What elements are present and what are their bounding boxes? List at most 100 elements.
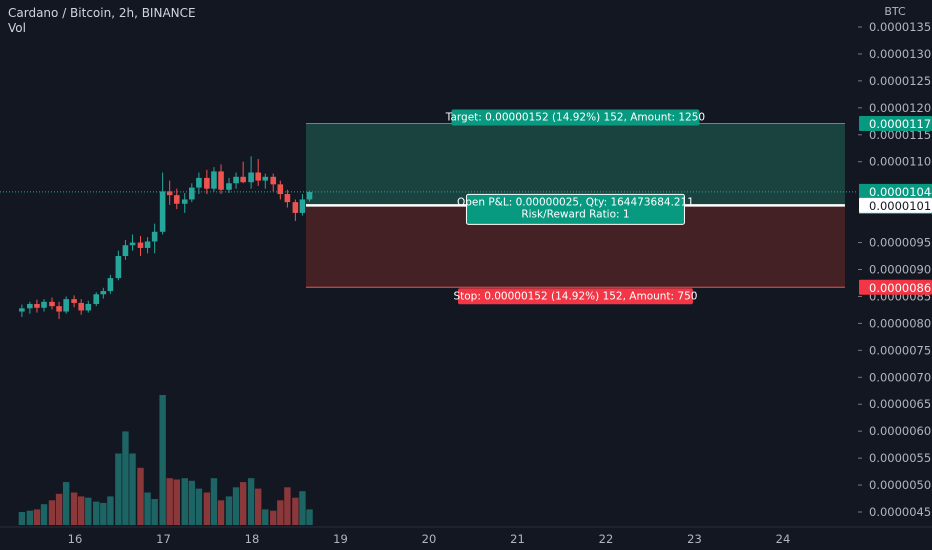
candle-body bbox=[78, 302, 84, 311]
target-price-marker-bg bbox=[859, 115, 932, 131]
entry-price-marker-text: 0.00001019 bbox=[869, 199, 932, 213]
stop-price-marker-text: 0.00000867 bbox=[869, 281, 932, 295]
candle-body bbox=[144, 241, 151, 248]
candle-body bbox=[284, 194, 291, 203]
volume-bar bbox=[195, 488, 203, 525]
stop-label-box bbox=[457, 288, 693, 305]
position-tool[interactable] bbox=[305, 122, 845, 288]
volume-bar bbox=[100, 502, 107, 525]
candle-body bbox=[204, 177, 210, 189]
price-tick-label: 0.00000950 bbox=[869, 236, 932, 250]
price-axis[interactable]: BTC 0.00001350 0.00001300 0.00001250 0.00001… bbox=[858, 0, 932, 550]
candle-body bbox=[211, 171, 217, 189]
volume-bar bbox=[26, 510, 34, 525]
price-tick-label: 0.00001300 bbox=[869, 47, 932, 61]
volume-bar bbox=[232, 487, 240, 525]
volume-bar bbox=[151, 499, 158, 525]
time-tick-label: 22 bbox=[599, 532, 614, 546]
volume-legend[interactable]: Vol bbox=[8, 21, 26, 35]
candle-body bbox=[306, 191, 313, 200]
price-tick-label: 0.00000450 bbox=[869, 505, 932, 519]
candle-body bbox=[63, 299, 69, 312]
time-tick-label: 20 bbox=[422, 532, 437, 546]
candle-body bbox=[166, 191, 173, 196]
candle-body bbox=[181, 199, 188, 204]
volume-bar bbox=[262, 509, 269, 525]
volume-bar bbox=[247, 478, 255, 525]
candle-body bbox=[240, 176, 246, 183]
candle-body bbox=[41, 301, 47, 308]
candle-body bbox=[100, 291, 107, 295]
candle-body bbox=[71, 299, 77, 303]
volume-bar bbox=[40, 504, 48, 525]
target-label-text: Target: 0.00000152 (14.92%) 152, Amount:… bbox=[445, 111, 705, 123]
candle-body bbox=[34, 303, 40, 308]
volume-bar bbox=[144, 492, 151, 525]
price-tick-label: 0.00001200 bbox=[869, 101, 932, 115]
stop-label-text: Stop: 0.00000152 (14.92%) 152, Amount: 7… bbox=[453, 290, 697, 302]
target-zone bbox=[305, 123, 845, 206]
volume-bar bbox=[203, 492, 211, 525]
volume-bar bbox=[93, 501, 100, 525]
time-tick-label: 17 bbox=[156, 532, 171, 546]
candle-body bbox=[85, 303, 92, 311]
candle-body bbox=[262, 176, 269, 181]
time-tick-label: 24 bbox=[776, 532, 791, 546]
candle-body bbox=[56, 306, 62, 312]
volume-bar bbox=[239, 482, 247, 525]
candle-body bbox=[159, 191, 166, 232]
candle-body bbox=[93, 294, 100, 304]
currency-label: BTC bbox=[884, 5, 906, 18]
candle-body bbox=[189, 187, 195, 200]
volume-bar bbox=[270, 510, 277, 525]
current-price-marker-text: 0.00001044 bbox=[869, 185, 932, 199]
volume-bar bbox=[85, 497, 92, 525]
candle-body bbox=[277, 184, 284, 195]
time-tick-label: 21 bbox=[510, 532, 525, 546]
candle-body bbox=[299, 199, 306, 213]
price-axis-bg bbox=[858, 0, 932, 550]
time-tick-label: 18 bbox=[245, 532, 260, 546]
stop-price-marker-bg bbox=[859, 279, 932, 295]
volume-bar bbox=[129, 453, 136, 525]
price-tick-label: 0.00001150 bbox=[869, 128, 932, 142]
candle-body bbox=[107, 278, 114, 292]
pnl-label-text: Open P&L: 0.00000025, Qty: 164473684.211 bbox=[457, 196, 694, 208]
volume-bar bbox=[159, 395, 166, 525]
price-tick-label: 0.00000500 bbox=[869, 478, 932, 492]
volume-bar bbox=[77, 496, 85, 525]
volume-bar bbox=[254, 488, 262, 525]
volume-bar bbox=[306, 509, 313, 525]
volume-bar bbox=[62, 482, 70, 525]
volume-bar bbox=[55, 493, 63, 525]
volume-bar bbox=[188, 480, 196, 525]
volume-bar bbox=[173, 479, 180, 525]
time-tick-label: 19 bbox=[333, 532, 348, 546]
position-labels: Target: 0.00000152 (14.92%) 152, Amount:… bbox=[445, 109, 705, 305]
volume-bar bbox=[217, 500, 225, 525]
pnl-label-box bbox=[465, 193, 685, 225]
volume-bar bbox=[107, 496, 114, 525]
target-label-box bbox=[451, 109, 700, 126]
candle-body bbox=[122, 245, 129, 257]
candle-body bbox=[226, 183, 232, 190]
candles bbox=[19, 156, 313, 320]
price-tick-label: 0.00001350 bbox=[869, 20, 932, 34]
volume-bar bbox=[225, 496, 233, 525]
pnl-label-text: Risk/Reward Ratio: 1 bbox=[521, 208, 629, 220]
candle-body bbox=[129, 242, 136, 246]
volume-bar bbox=[210, 478, 218, 525]
volume-bar bbox=[299, 491, 306, 525]
symbol-title[interactable]: Cardano / Bitcoin, 2h, BINANCE bbox=[8, 6, 196, 20]
volume-bar bbox=[166, 478, 173, 525]
time-axis[interactable]: 16 17 18 19 20 21 22 23 24 bbox=[0, 526, 932, 546]
candle-body bbox=[151, 231, 158, 242]
volume-bar bbox=[181, 478, 188, 525]
price-tick-label: 0.00001100 bbox=[869, 155, 932, 169]
volume-bar bbox=[33, 509, 41, 525]
price-tick-label: 0.00000550 bbox=[869, 451, 932, 465]
candle-body bbox=[115, 256, 122, 279]
candle-body bbox=[270, 176, 277, 185]
entry-price-marker-bg bbox=[859, 197, 932, 213]
